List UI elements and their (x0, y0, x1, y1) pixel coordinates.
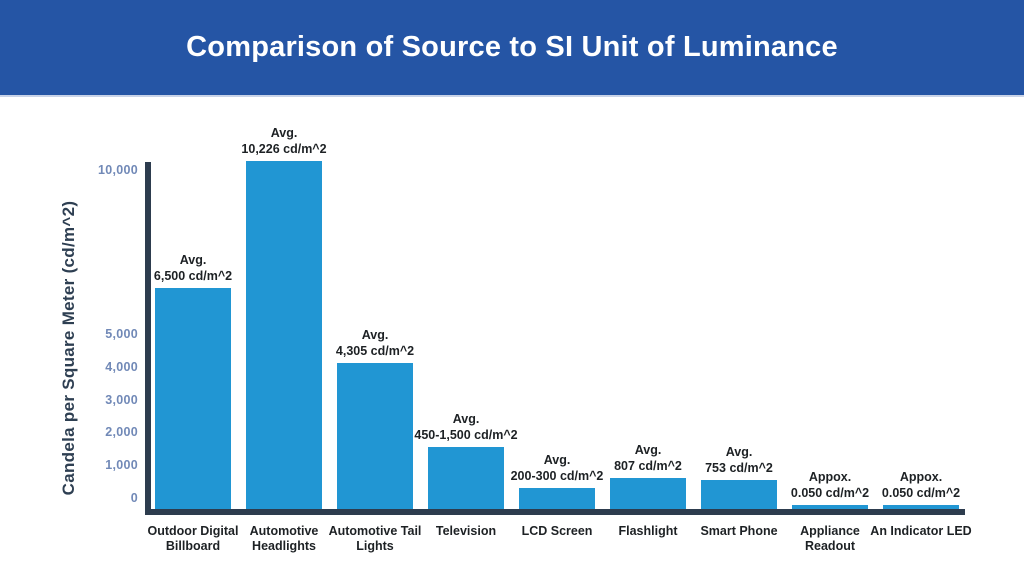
category-label: Outdoor Digital Billboard (147, 524, 239, 553)
bar (792, 505, 868, 509)
annotation-line: 200-300 cd/m^2 (510, 469, 604, 483)
y-tick-label: 10,000 (97, 163, 138, 177)
bar (337, 363, 413, 509)
annotation-line: 450-1,500 cd/m^2 (414, 428, 518, 442)
bar (883, 505, 959, 509)
annotation-line: Avg. (452, 412, 480, 426)
annotation-line: Appox. (899, 470, 943, 484)
bar-value-annotation: Appox. 0.050 cd/m^2 (738, 469, 922, 501)
bar (246, 161, 322, 509)
bar-value-annotation: Avg. 10,226 cd/m^2 (192, 125, 376, 157)
plot-area: Avg. 6,500 cd/m^2 Avg. 10,226 cd/m^2 Avg. 4,3… (145, 126, 965, 515)
annotation-line: Avg. (634, 443, 662, 457)
category-label: An Indicator LED (870, 524, 972, 538)
bar (155, 288, 231, 509)
bar (519, 488, 595, 509)
y-axis-line (145, 162, 151, 515)
annotation-line: 10,226 cd/m^2 (241, 142, 327, 156)
annotation-line: 0.050 cd/m^2 (881, 486, 961, 500)
y-axis-title: Candela per Square Meter (cd/m^2) (59, 200, 78, 496)
title-banner: Comparison of Source to SI Unit of Lumin… (0, 0, 1024, 97)
category-label: Flashlight (618, 524, 678, 538)
annotation-line: Appox. (808, 470, 852, 484)
bar-value-annotation: Avg. 450-1,500 cd/m^2 (374, 411, 558, 443)
annotation-line: Avg. (725, 445, 753, 459)
annotation-line: 0.050 cd/m^2 (790, 486, 870, 500)
bar (428, 447, 504, 509)
annotation-line: Avg. (270, 126, 298, 140)
category-label: Appliance Readout (800, 524, 860, 553)
bar (610, 478, 686, 509)
annotation-line: 6,500 cd/m^2 (153, 269, 233, 283)
bar (701, 480, 777, 509)
annotation-line: Avg. (543, 453, 571, 467)
bar-value-annotation: Avg. 200-300 cd/m^2 (465, 452, 649, 484)
bar-value-annotation: Avg. 753 cd/m^2 (647, 444, 831, 476)
category-label: LCD Screen (521, 524, 593, 538)
annotation-line: 753 cd/m^2 (705, 461, 773, 475)
annotation-line: Avg. (179, 253, 207, 267)
x-axis-line (145, 509, 965, 515)
annotation-line: 4,305 cd/m^2 (335, 344, 415, 358)
category-label: Automotive Tail Lights (328, 524, 422, 553)
bar-value-annotation: Avg. 4,305 cd/m^2 (283, 327, 467, 359)
annotation-line: Avg. (361, 328, 389, 342)
chart-title: Comparison of Source to SI Unit of Lumin… (186, 31, 838, 63)
bar-value-annotation: Avg. 6,500 cd/m^2 (101, 252, 285, 284)
category-label: Automotive Headlights (249, 524, 319, 553)
category-label: Smart Phone (700, 524, 778, 538)
bar-value-annotation: Avg. 807 cd/m^2 (556, 442, 740, 474)
category-label: Television (435, 524, 497, 538)
annotation-line: 807 cd/m^2 (614, 459, 682, 473)
bar-value-annotation: Appox. 0.050 cd/m^2 (829, 469, 1013, 501)
